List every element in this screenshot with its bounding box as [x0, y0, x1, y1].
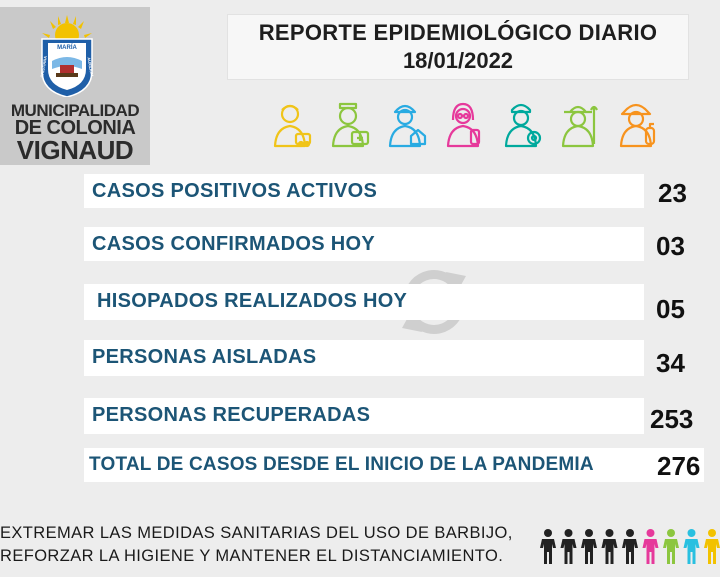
stat-label-active-cases: CASOS POSITIVOS ACTIVOS [92, 180, 378, 202]
logo-text: MUNICIPALIDAD DE COLONIA VIGNAUD [6, 101, 144, 166]
builder-icon [389, 104, 427, 148]
people-icons [540, 529, 720, 564]
shield-emblem-icon: MARÍA CRISTIANA AUXILIUM [39, 15, 95, 97]
stat-row-recovered: PERSONAS RECUPERADAS 253 [84, 398, 710, 434]
report-header: REPORTE EPIDEMIOLÓGICO DIARIO 18/01/2022 [227, 14, 689, 80]
person-icon [601, 529, 618, 564]
footer-line-1: EXTREMAR LAS MEDIDAS SANITARIAS DEL USO … [0, 524, 513, 542]
stat-row-swabs-today: HISOPADOS REALIZADOS HOY 05 [84, 284, 710, 324]
worker-icons-row [270, 98, 660, 150]
stat-label-recovered: PERSONAS RECUPERADAS [92, 404, 371, 426]
report-date: 18/01/2022 [402, 48, 514, 73]
person-icon [663, 529, 679, 564]
stat-bar [84, 340, 644, 376]
nurse-icon [331, 102, 369, 148]
municipality-logo: MARÍA CRISTIANA AUXILIUM MUNICIPALIDAD D… [0, 7, 150, 165]
stat-value-confirmed-today: 03 [656, 231, 685, 261]
doctor-icon [446, 102, 481, 148]
chef-icon [504, 103, 541, 148]
footer-message: EXTREMAR LAS MEDIDAS SANITARIAS DEL USO … [0, 522, 530, 568]
footer-line-2: REFORZAR LA HIGIENE Y MANTENER EL DISTAN… [0, 547, 504, 565]
person-icon [704, 529, 720, 564]
person-icon [540, 529, 556, 564]
report-title: REPORTE EPIDEMIOLÓGICO DIARIO [258, 20, 658, 45]
stat-value-total-cases: 276 [657, 451, 701, 481]
stat-bar [84, 284, 644, 320]
shield-left-text: CRISTIANA [39, 55, 48, 77]
stat-bar [84, 227, 644, 261]
stat-row-active-cases: CASOS POSITIVOS ACTIVOS 23 [84, 174, 710, 208]
person-icon [560, 529, 577, 564]
stat-label-swabs-today: HISOPADOS REALIZADOS HOY [97, 290, 408, 312]
stat-value-recovered: 253 [650, 404, 694, 434]
firefighter-icon [619, 103, 656, 148]
stat-row-total-cases: TOTAL DE CASOS DESDE EL INICIO DE LA PAN… [84, 448, 716, 482]
stat-label-confirmed-today: CASOS CONFIRMADOS HOY [92, 233, 375, 255]
stat-bar [84, 398, 644, 434]
stat-label-isolated: PERSONAS AISLADAS [92, 346, 317, 368]
stat-label-total-cases: TOTAL DE CASOS DESDE EL INICIO DE LA PAN… [89, 454, 594, 475]
person-icon [642, 529, 659, 564]
stat-bar [84, 448, 704, 482]
shield-top-text: MARÍA [57, 43, 77, 51]
person-icon [622, 529, 638, 564]
stat-row-confirmed-today: CASOS CONFIRMADOS HOY 03 [84, 227, 710, 261]
person-icon [581, 529, 597, 564]
person-icon [683, 529, 700, 564]
logo-line-1: MUNICIPALIDAD [10, 101, 140, 120]
stat-row-isolated: PERSONAS AISLADAS 34 [84, 340, 710, 378]
logo-line-2: DE COLONIA [14, 117, 136, 140]
stat-value-active-cases: 23 [658, 178, 687, 208]
shield-right-text: AUXILIUM [86, 57, 94, 78]
stat-value-swabs-today: 05 [656, 294, 685, 324]
stat-bar [84, 174, 644, 208]
farmer-icon [562, 105, 599, 148]
stat-value-isolated: 34 [656, 348, 685, 378]
logo-line-3: VIGNAUD [16, 135, 134, 166]
worker-icon [273, 104, 312, 148]
